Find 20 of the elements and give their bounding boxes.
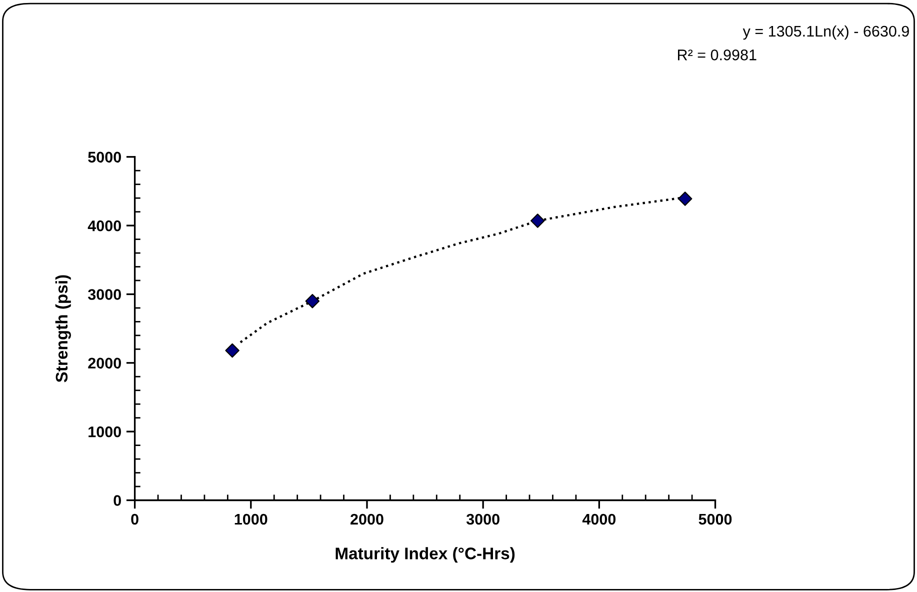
point (678, 192, 692, 206)
text: y = 1305.1Ln(x) - 6630.9 (742, 25, 909, 40)
y-axis-title: Strength (psi) (55, 275, 71, 382)
y-tick-label: 3000 (88, 289, 121, 300)
point (530, 214, 545, 228)
x-tick-label: 0 (131, 514, 138, 525)
x-axis-title: Maturity Index (°C-Hrs) (336, 547, 515, 563)
x-tick-label: 2000 (350, 514, 384, 525)
point (305, 294, 320, 308)
y-tick-label: 0 (114, 495, 121, 506)
y-tick-label: 5000 (88, 152, 121, 163)
x-tick-label: 4000 (582, 514, 616, 525)
x-tick-label: 3000 (466, 514, 500, 525)
text: R² = 0.9981 (678, 50, 756, 60)
x-tick-label: 1000 (234, 514, 268, 525)
x-tick-label: 5000 (698, 514, 732, 525)
y-tick-label: 4000 (88, 220, 121, 232)
point (225, 343, 240, 358)
y-tick-label: 2000 (88, 358, 121, 369)
y-tick-label: 1000 (88, 426, 121, 438)
